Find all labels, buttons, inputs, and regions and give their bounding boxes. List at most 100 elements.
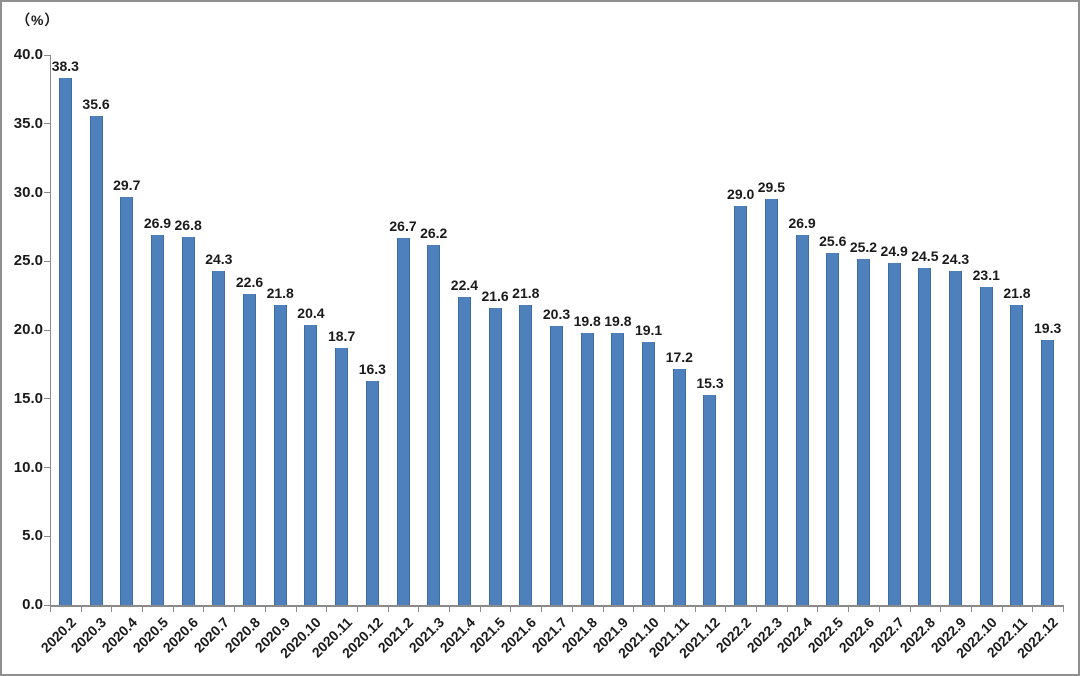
bar-value-label-2021.5: 21.6 xyxy=(481,288,509,304)
bar-value-label-2021.8: 19.8 xyxy=(573,312,601,329)
x-tick-mark xyxy=(50,606,51,612)
bar-value-label-2020.7: 24.3 xyxy=(205,250,233,267)
y-axis-unit-label: （%） xyxy=(16,12,60,28)
x-tick-mark xyxy=(142,606,144,612)
bar-value-label-2022.10: 23.1 xyxy=(972,267,1000,284)
x-tick-mark xyxy=(203,606,205,612)
x-tick-mark xyxy=(940,606,942,612)
bar-value-label-2020.3: 35.6 xyxy=(82,95,110,112)
bar-value-label-2021.3: 26.2 xyxy=(420,224,448,241)
y-tick-label: 15.0 xyxy=(13,389,43,407)
bar-2021.2 xyxy=(396,237,410,605)
bar-2021.8 xyxy=(580,332,594,605)
bar-value-label-2021.9: 19.8 xyxy=(604,312,632,329)
bar-value-label-2022.8: 24.5 xyxy=(911,248,939,265)
y-tick-label: 30.0 xyxy=(13,183,43,201)
bar-value-label-2021.4: 22.4 xyxy=(450,277,479,293)
y-tick-mark xyxy=(44,123,50,125)
bar-value-label-2020.5: 26.9 xyxy=(143,215,172,232)
bar-value-label-2022.11: 21.8 xyxy=(1003,285,1031,302)
x-tick-mark xyxy=(80,606,82,612)
bar-2021.7 xyxy=(550,325,563,605)
bar-value-label-2021.6: 21.8 xyxy=(512,285,540,302)
bar-2021.5 xyxy=(488,308,502,605)
bar-value-label-2022.7: 24.9 xyxy=(880,242,908,259)
bar-2022.6 xyxy=(856,258,870,605)
x-tick-mark xyxy=(602,606,604,612)
y-tick-mark xyxy=(44,604,50,606)
y-tick-label: 10.0 xyxy=(13,458,43,476)
x-tick-mark xyxy=(571,606,573,612)
bar-value-label-2020.10: 20.4 xyxy=(297,304,325,321)
x-tick-mark xyxy=(264,606,266,612)
bar-2021.4 xyxy=(457,297,471,605)
bar-2020.9 xyxy=(273,305,287,605)
x-tick-mark xyxy=(111,606,113,612)
bar-value-label-2021.12: 15.3 xyxy=(696,374,724,391)
y-tick-label: 25.0 xyxy=(13,252,43,270)
bar-2020.6 xyxy=(181,236,195,605)
bar-2022.8 xyxy=(918,268,932,605)
bar-2020.3 xyxy=(89,115,103,605)
bar-value-label-2022.12: 19.3 xyxy=(1034,319,1062,336)
x-tick-mark xyxy=(418,606,420,612)
bar-2022.10 xyxy=(979,287,993,605)
bar-2021.9 xyxy=(611,332,625,605)
bar-2021.3 xyxy=(427,244,441,605)
bar-value-label-2020.11: 18.7 xyxy=(327,327,356,344)
y-axis-line xyxy=(50,55,51,606)
y-tick-mark xyxy=(44,398,50,400)
x-tick-mark xyxy=(172,606,174,612)
bar-2020.7 xyxy=(212,270,226,605)
bar-2020.11 xyxy=(335,347,349,605)
x-tick-mark xyxy=(1063,606,1064,612)
y-tick-label: 20.0 xyxy=(13,321,43,338)
y-tick-label: 5.0 xyxy=(22,527,43,545)
bar-value-label-2021.10: 19.1 xyxy=(634,322,663,339)
bar-value-label-2020.12: 16.3 xyxy=(358,360,386,377)
bar-2020.8 xyxy=(243,294,257,605)
x-tick-mark xyxy=(970,606,972,612)
y-tick-mark xyxy=(44,260,50,262)
x-tick-mark xyxy=(479,606,481,612)
bar-2022.4 xyxy=(795,235,809,605)
bar-value-label-2021.11: 17.2 xyxy=(665,348,693,365)
x-tick-mark xyxy=(356,606,358,612)
x-tick-mark xyxy=(449,606,451,612)
bar-2022.9 xyxy=(949,270,963,605)
bar-value-label-2022.6: 25.2 xyxy=(849,238,878,255)
bar-2022.5 xyxy=(826,253,840,605)
x-tick-mark xyxy=(1032,606,1034,612)
bar-2021.11 xyxy=(672,368,686,605)
y-tick-label: 40.0 xyxy=(13,46,43,63)
bar-2022.11 xyxy=(1010,305,1024,605)
bar-value-label-2020.2: 38.3 xyxy=(51,58,79,75)
bar-value-label-2021.7: 20.3 xyxy=(542,305,571,322)
bar-value-label-2020.8: 22.6 xyxy=(235,274,264,291)
x-tick-mark xyxy=(694,606,696,612)
x-tick-mark xyxy=(663,606,665,612)
bar-2020.2 xyxy=(58,78,72,605)
bar-value-label-2021.2: 26.7 xyxy=(389,217,417,234)
x-tick-mark xyxy=(633,606,635,612)
x-tick-mark xyxy=(725,606,727,612)
x-tick-mark xyxy=(878,606,880,612)
bar-value-label-2020.4: 29.7 xyxy=(113,176,141,193)
bar-2021.6 xyxy=(519,305,533,605)
bar-value-label-2022.2: 29.0 xyxy=(727,186,755,203)
x-tick-mark xyxy=(756,606,758,612)
x-tick-mark xyxy=(295,606,297,612)
bar-2020.4 xyxy=(120,196,134,605)
bar-value-label-2022.4: 26.9 xyxy=(788,215,816,232)
x-tick-mark xyxy=(848,606,850,612)
bar-2020.12 xyxy=(365,380,379,605)
x-tick-mark xyxy=(326,606,328,612)
bar-2021.10 xyxy=(642,342,656,605)
bar-2020.5 xyxy=(150,235,164,605)
bar-2022.12 xyxy=(1041,339,1055,605)
y-tick-mark xyxy=(44,192,50,193)
x-tick-mark xyxy=(817,606,819,612)
y-tick-mark xyxy=(44,54,50,56)
x-axis-line xyxy=(50,605,1064,607)
bar-2022.2 xyxy=(734,206,748,605)
